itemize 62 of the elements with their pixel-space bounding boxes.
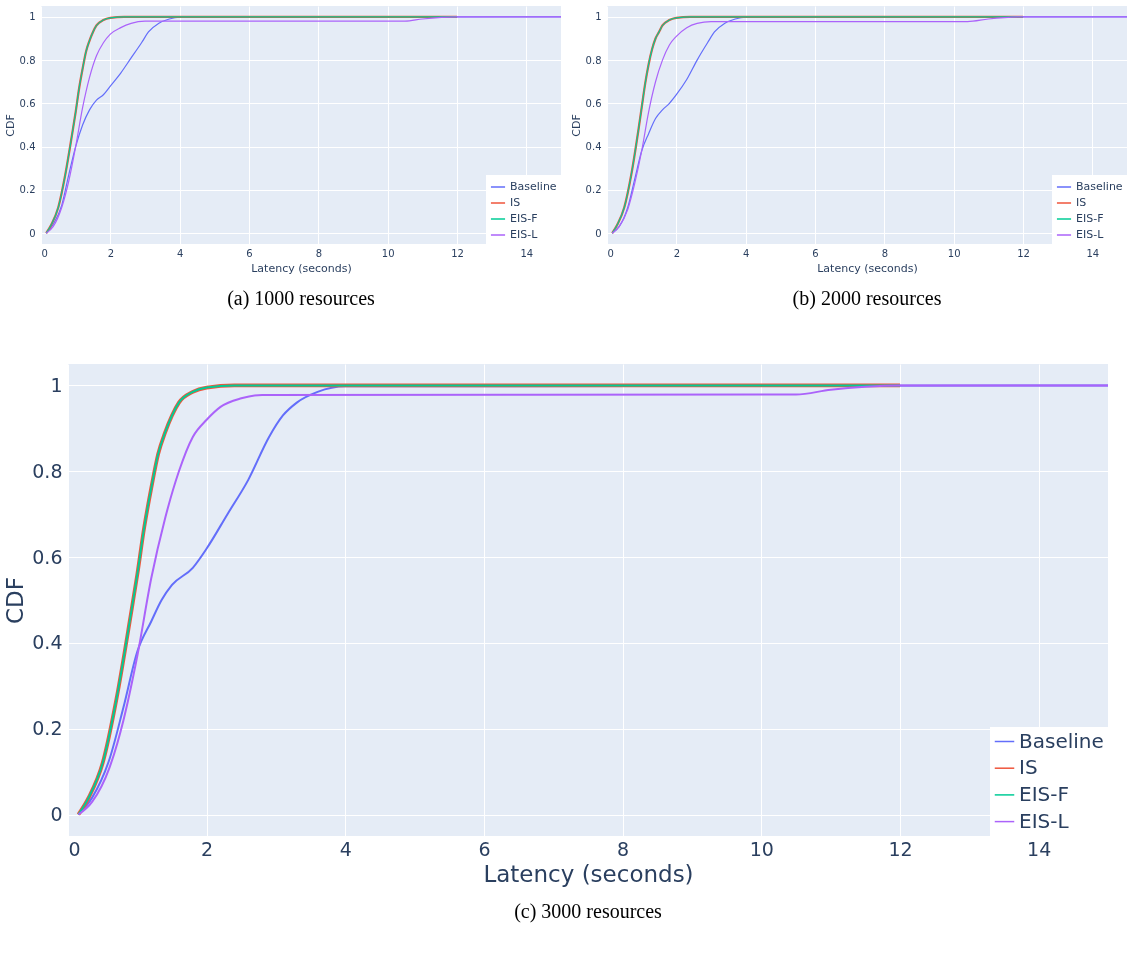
y-tick-label: 1 bbox=[50, 373, 63, 396]
legend-label: EIS-F bbox=[1019, 781, 1069, 806]
y-tick-label: 0.8 bbox=[19, 54, 36, 66]
y-tick-label: 0.6 bbox=[32, 545, 63, 568]
x-tick-label: 10 bbox=[749, 837, 774, 860]
y-tick-label: 0.8 bbox=[585, 54, 602, 66]
x-tick-label: 2 bbox=[107, 247, 115, 259]
x-tick-label: 14 bbox=[1027, 837, 1052, 860]
x-tick-label: 0 bbox=[68, 837, 81, 860]
y-tick-label: 0.2 bbox=[32, 717, 63, 740]
y-axis-title: CDF bbox=[3, 114, 17, 137]
y-tick-label: 0.6 bbox=[19, 97, 36, 109]
x-axis-title: Latency (seconds) bbox=[817, 261, 918, 275]
x-tick-label: 0 bbox=[607, 247, 614, 259]
legend-label: IS bbox=[1076, 196, 1087, 209]
y-axis-title: CDF bbox=[569, 114, 583, 137]
x-tick-label: 10 bbox=[381, 247, 395, 259]
x-tick-label: 4 bbox=[742, 247, 750, 259]
y-tick-label: 0 bbox=[29, 227, 36, 239]
legend-label: IS bbox=[510, 196, 521, 209]
x-tick-label: 2 bbox=[673, 247, 681, 259]
legend-label: Baseline bbox=[1019, 728, 1104, 753]
y-tick-label: 0.4 bbox=[19, 141, 36, 153]
y-tick-label: 0.2 bbox=[585, 184, 602, 196]
legend-label: EIS-F bbox=[510, 212, 538, 225]
x-tick-label: 8 bbox=[881, 247, 889, 259]
x-tick-label: 2 bbox=[201, 837, 214, 860]
text: (b) 2000 resources bbox=[792, 287, 942, 310]
x-tick-label: 4 bbox=[339, 837, 352, 860]
text: (c) 3000 resources bbox=[514, 900, 663, 923]
x-axis-title: Latency (seconds) bbox=[251, 261, 352, 275]
y-axis-title: CDF bbox=[2, 577, 29, 624]
legend-label: IS bbox=[1019, 755, 1038, 780]
legend-label: Baseline bbox=[1076, 180, 1123, 193]
x-tick-label: 6 bbox=[478, 837, 491, 860]
y-tick-label: 0 bbox=[50, 803, 63, 826]
x-tick-label: 12 bbox=[888, 837, 913, 860]
legend-label: Baseline bbox=[510, 180, 557, 193]
x-axis-title: Latency (seconds) bbox=[483, 860, 694, 887]
y-tick-label: 0.6 bbox=[585, 97, 602, 109]
legend-label: EIS-L bbox=[510, 228, 539, 241]
x-tick-label: 14 bbox=[520, 247, 534, 259]
text: (a) 1000 resources bbox=[227, 287, 376, 310]
x-tick-label: 4 bbox=[176, 247, 184, 259]
x-tick-label: 14 bbox=[1086, 247, 1100, 259]
legend-label: EIS-F bbox=[1076, 212, 1104, 225]
x-tick-label: 6 bbox=[246, 247, 253, 259]
x-tick-label: 8 bbox=[315, 247, 323, 259]
x-tick-label: 6 bbox=[812, 247, 819, 259]
x-tick-label: 12 bbox=[451, 247, 464, 259]
y-tick-label: 0.4 bbox=[32, 631, 63, 654]
y-tick-label: 1 bbox=[595, 11, 602, 23]
y-tick-label: 0.2 bbox=[19, 184, 36, 196]
legend-label: EIS-L bbox=[1076, 228, 1105, 241]
y-tick-label: 0.8 bbox=[32, 459, 63, 482]
y-tick-label: 1 bbox=[29, 11, 36, 23]
legend-label: EIS-L bbox=[1019, 808, 1070, 833]
x-tick-label: 8 bbox=[617, 837, 630, 860]
y-tick-label: 0.4 bbox=[585, 141, 602, 153]
x-tick-label: 10 bbox=[947, 247, 961, 259]
x-tick-label: 12 bbox=[1017, 247, 1030, 259]
y-tick-label: 0 bbox=[595, 227, 602, 239]
